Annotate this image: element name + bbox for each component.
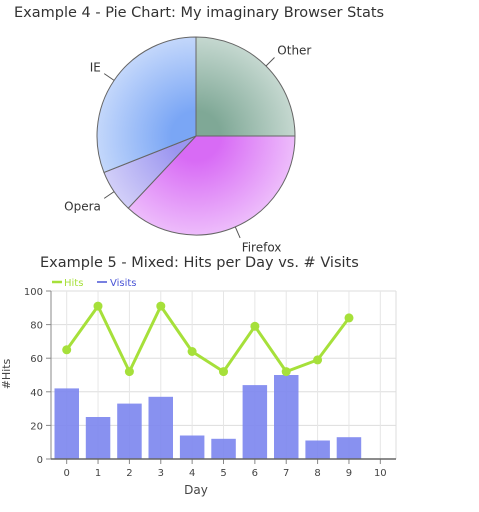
y-tick-label: 40 <box>30 388 43 399</box>
x-tick-label: 10 <box>374 468 387 479</box>
y-axis-label: #Hits <box>0 358 13 389</box>
visits-bar <box>148 396 173 459</box>
visits-bar <box>117 403 142 459</box>
legend: Hits Visits <box>52 278 137 289</box>
pie-leader-opera <box>103 191 115 199</box>
pie-leader-firefox <box>234 226 241 239</box>
hits-point <box>219 367 228 377</box>
visits-bar <box>179 435 205 459</box>
visits-bar <box>211 438 236 459</box>
pie-chart-title: Example 4 - Pie Chart: My imaginary Brow… <box>14 5 384 21</box>
hits-point <box>124 367 134 377</box>
pie-leader-ie <box>103 73 115 81</box>
x-tick-label: 2 <box>126 468 132 479</box>
x-tick-label: 5 <box>220 468 226 479</box>
visits-bars <box>54 375 362 459</box>
x-axis-label: Day <box>184 483 208 497</box>
hits-point <box>250 321 260 331</box>
hits-point <box>93 301 103 311</box>
hits-point <box>313 355 323 365</box>
grid <box>51 290 397 459</box>
axes <box>46 290 396 464</box>
hits-point <box>344 313 354 323</box>
pie-leader-other <box>265 57 275 67</box>
x-tick-label: 1 <box>95 468 101 479</box>
pie-label-firefox: Firefox <box>242 241 282 255</box>
pie-label-ie: IE <box>90 60 101 74</box>
x-tick-label: 0 <box>63 468 69 479</box>
hits-point <box>156 301 166 311</box>
hits-point <box>62 345 72 355</box>
pie-slice-other <box>195 36 296 137</box>
hits-line-path <box>65 304 351 374</box>
y-tick-label: 20 <box>30 421 43 432</box>
y-tick-label: 100 <box>24 287 43 298</box>
hits-point <box>187 347 197 356</box>
legend-visits-label: Visits <box>110 278 137 289</box>
hits-point <box>281 367 291 377</box>
x-tick-label: 4 <box>189 468 195 479</box>
hits-line <box>62 301 354 377</box>
pie-label-other: Other <box>277 44 311 58</box>
mixed-chart-title: Example 5 - Mixed: Hits per Day vs. # Vi… <box>40 255 359 271</box>
x-tick-label: 9 <box>346 468 352 479</box>
x-tick-label: 3 <box>158 468 164 479</box>
visits-bar <box>274 375 299 459</box>
legend-hits-label: Hits <box>64 278 83 289</box>
pie-slice-firefox <box>127 135 296 236</box>
mixed-chart: Example 5 - Mixed: Hits per Day vs. # Vi… <box>0 255 397 497</box>
visits-bar <box>85 417 111 459</box>
visits-bar <box>242 385 268 459</box>
y-tick-label: 60 <box>30 354 43 365</box>
pie-chart: Example 4 - Pie Chart: My imaginary Brow… <box>14 5 384 255</box>
x-tick-label: 6 <box>252 468 258 479</box>
visits-bar <box>305 440 330 459</box>
x-tick-label: 8 <box>314 468 320 479</box>
y-tick-label: 80 <box>30 321 43 332</box>
pie-labels: Other Firefox Opera IE <box>64 44 311 255</box>
pie-label-opera: Opera <box>64 200 101 214</box>
pie-slices <box>96 36 296 236</box>
visits-bar <box>336 437 362 459</box>
tick-labels: 0 20 40 60 80 100 0 1 2 3 4 5 6 7 8 9 10 <box>24 287 387 479</box>
visits-bar <box>54 388 79 459</box>
x-tick-label: 7 <box>283 468 289 479</box>
y-tick-label: 0 <box>37 455 43 466</box>
